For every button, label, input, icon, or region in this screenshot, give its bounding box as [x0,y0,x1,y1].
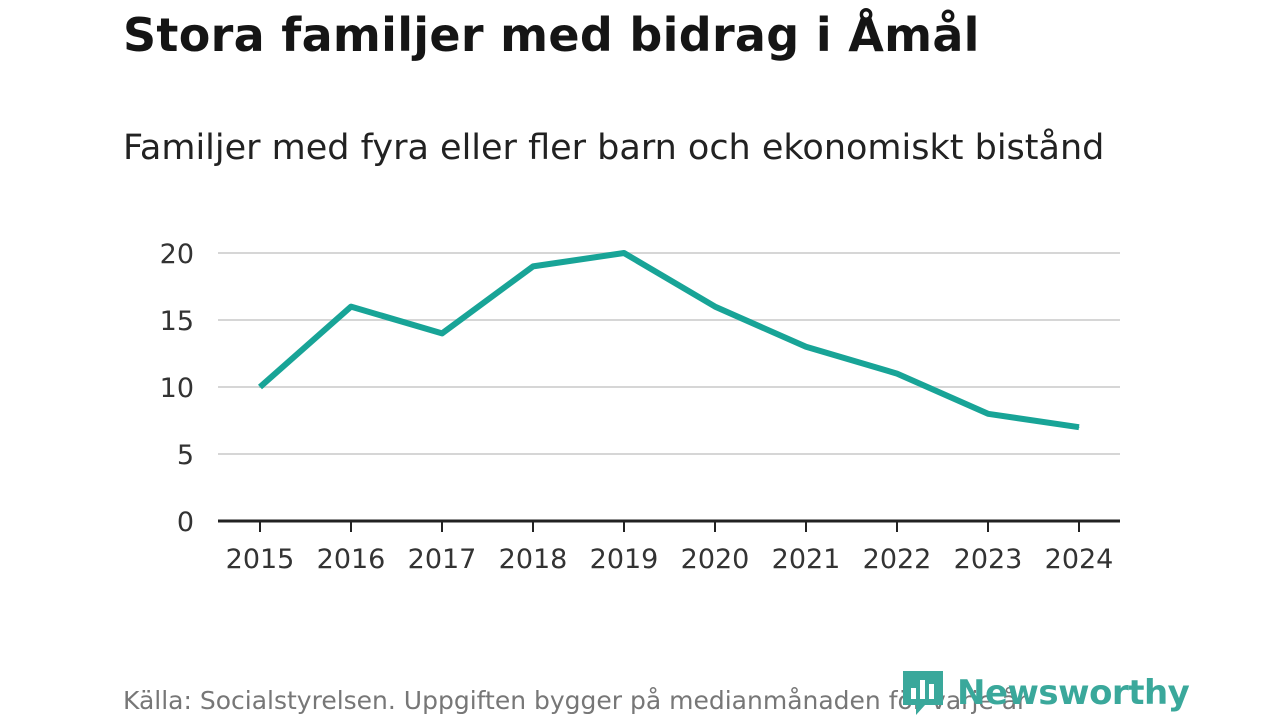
x-tick-label: 2015 [226,544,295,575]
y-axis-ticks: 0 5 10 15 20 [160,239,194,538]
x-axis: 2015 2016 2017 2018 2019 2020 2021 2022 2023 2024 [218,519,1120,575]
data-point [805,346,807,348]
x-tick-label: 2024 [1045,544,1114,575]
y-tick-label: 20 [160,239,194,270]
source-note: Källa: Socialstyrelsen. Uppgiften bygger… [123,686,1028,715]
x-tick-label: 2020 [681,544,750,575]
chart-title: Stora familjer med bidrag i Åmål [123,8,980,62]
x-tick-label: 2021 [772,544,841,575]
data-point [350,306,352,308]
newsworthy-logo: Newsworthy [903,671,1190,715]
y-tick-label: 15 [160,306,194,337]
newsworthy-logo-icon [903,671,943,715]
logo-text: Newsworthy [957,673,1190,713]
x-tick-label: 2022 [863,544,932,575]
data-point [623,252,625,254]
x-tick-label: 2016 [317,544,386,575]
x-tick-label: 2019 [590,544,659,575]
data-point [259,386,261,388]
series-layer [258,250,1080,431]
x-tick-label: 2017 [408,544,477,575]
data-point [441,332,443,334]
y-tick-label: 10 [160,373,194,404]
data-point [1078,426,1080,428]
grid-lines [218,252,1120,455]
series-line [258,250,1080,431]
y-tick-label: 0 [177,507,194,538]
data-point [896,373,898,375]
chart-subtitle: Familjer med fyra eller fler barn och ek… [123,128,1105,168]
data-point [714,306,716,308]
data-point [532,265,534,267]
y-tick-label: 5 [177,440,194,471]
x-tick-label: 2023 [954,544,1023,575]
x-tick-label: 2018 [499,544,568,575]
data-point [987,413,989,415]
